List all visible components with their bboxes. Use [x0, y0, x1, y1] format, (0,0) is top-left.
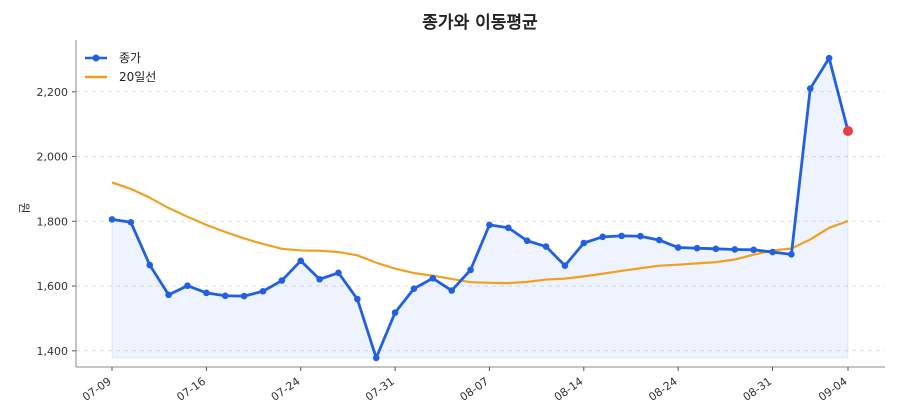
close-point	[165, 291, 172, 299]
x-tick-label: 07-31	[363, 375, 397, 404]
close-point	[750, 246, 757, 254]
close-point	[674, 244, 682, 251]
legend-marker-close	[92, 54, 100, 62]
y-tick-label: 2,200	[37, 86, 69, 99]
close-point	[429, 274, 437, 282]
close-point	[240, 292, 248, 300]
x-tick-label: 09-04	[816, 375, 850, 404]
close-point	[693, 244, 701, 252]
close-line	[111, 56, 850, 360]
y-tick-label: 2,000	[37, 151, 69, 164]
close-point	[542, 243, 550, 250]
close-point	[184, 282, 191, 290]
close-point	[127, 218, 135, 226]
close-point	[316, 275, 323, 283]
price-area	[111, 56, 849, 360]
close-point	[599, 233, 606, 241]
close-area-fill	[111, 56, 849, 360]
x-tick-label: 07-24	[269, 375, 303, 404]
close-point	[372, 354, 380, 362]
close-point	[618, 232, 625, 240]
y-tick-labels: 1,400 1,600 1,800 2,000 2,200	[37, 86, 69, 358]
close-point	[259, 287, 267, 295]
close-point	[297, 257, 305, 265]
x-tick-label: 08-14	[552, 375, 586, 404]
series	[108, 54, 853, 362]
x-tick-label: 08-07	[458, 375, 492, 404]
close-point	[655, 236, 663, 244]
y-axis-label: 원	[17, 202, 31, 213]
legend: 종가 20일선	[85, 51, 156, 84]
axes	[72, 40, 885, 371]
close-point	[731, 246, 739, 253]
y-tick-label: 1,600	[37, 280, 69, 293]
close-point	[561, 262, 569, 269]
x-tick-labels: 07-09 07-16 07-24 07-31 08-07 08-14 08-24 08-31…	[80, 375, 850, 404]
chart-title: 종가와 이동평균	[422, 13, 538, 33]
close-point	[221, 292, 229, 300]
close-point	[788, 251, 795, 258]
x-tick-label: 08-24	[646, 375, 680, 404]
close-point	[410, 285, 418, 292]
close-point	[769, 248, 776, 256]
close-point	[825, 54, 833, 62]
close-point	[335, 269, 342, 277]
x-tick-label: 08-31	[741, 375, 775, 404]
close-point	[146, 261, 154, 269]
close-point	[108, 216, 116, 223]
close-point	[486, 221, 493, 229]
x-tick-label: 07-16	[174, 375, 208, 404]
close-point	[391, 309, 399, 316]
close-point	[448, 287, 455, 294]
close-point	[505, 224, 512, 232]
legend-label-close: 종가	[119, 51, 141, 65]
close-point	[467, 266, 474, 274]
y-tick-label: 1,400	[37, 345, 69, 358]
close-point	[354, 295, 361, 303]
ma20-line	[111, 181, 849, 285]
y-tick-label: 1,800	[37, 215, 69, 228]
close-point	[523, 237, 531, 245]
legend-label-ma20: 20일선	[119, 70, 156, 84]
close-point	[580, 239, 588, 247]
close-last-point	[843, 125, 853, 136]
grid	[76, 91, 885, 352]
close-point	[637, 232, 644, 240]
close-point	[278, 277, 286, 284]
close-point	[712, 245, 720, 253]
x-tick-label: 07-09	[80, 375, 114, 404]
close-point	[203, 289, 210, 297]
close-point	[806, 85, 814, 92]
